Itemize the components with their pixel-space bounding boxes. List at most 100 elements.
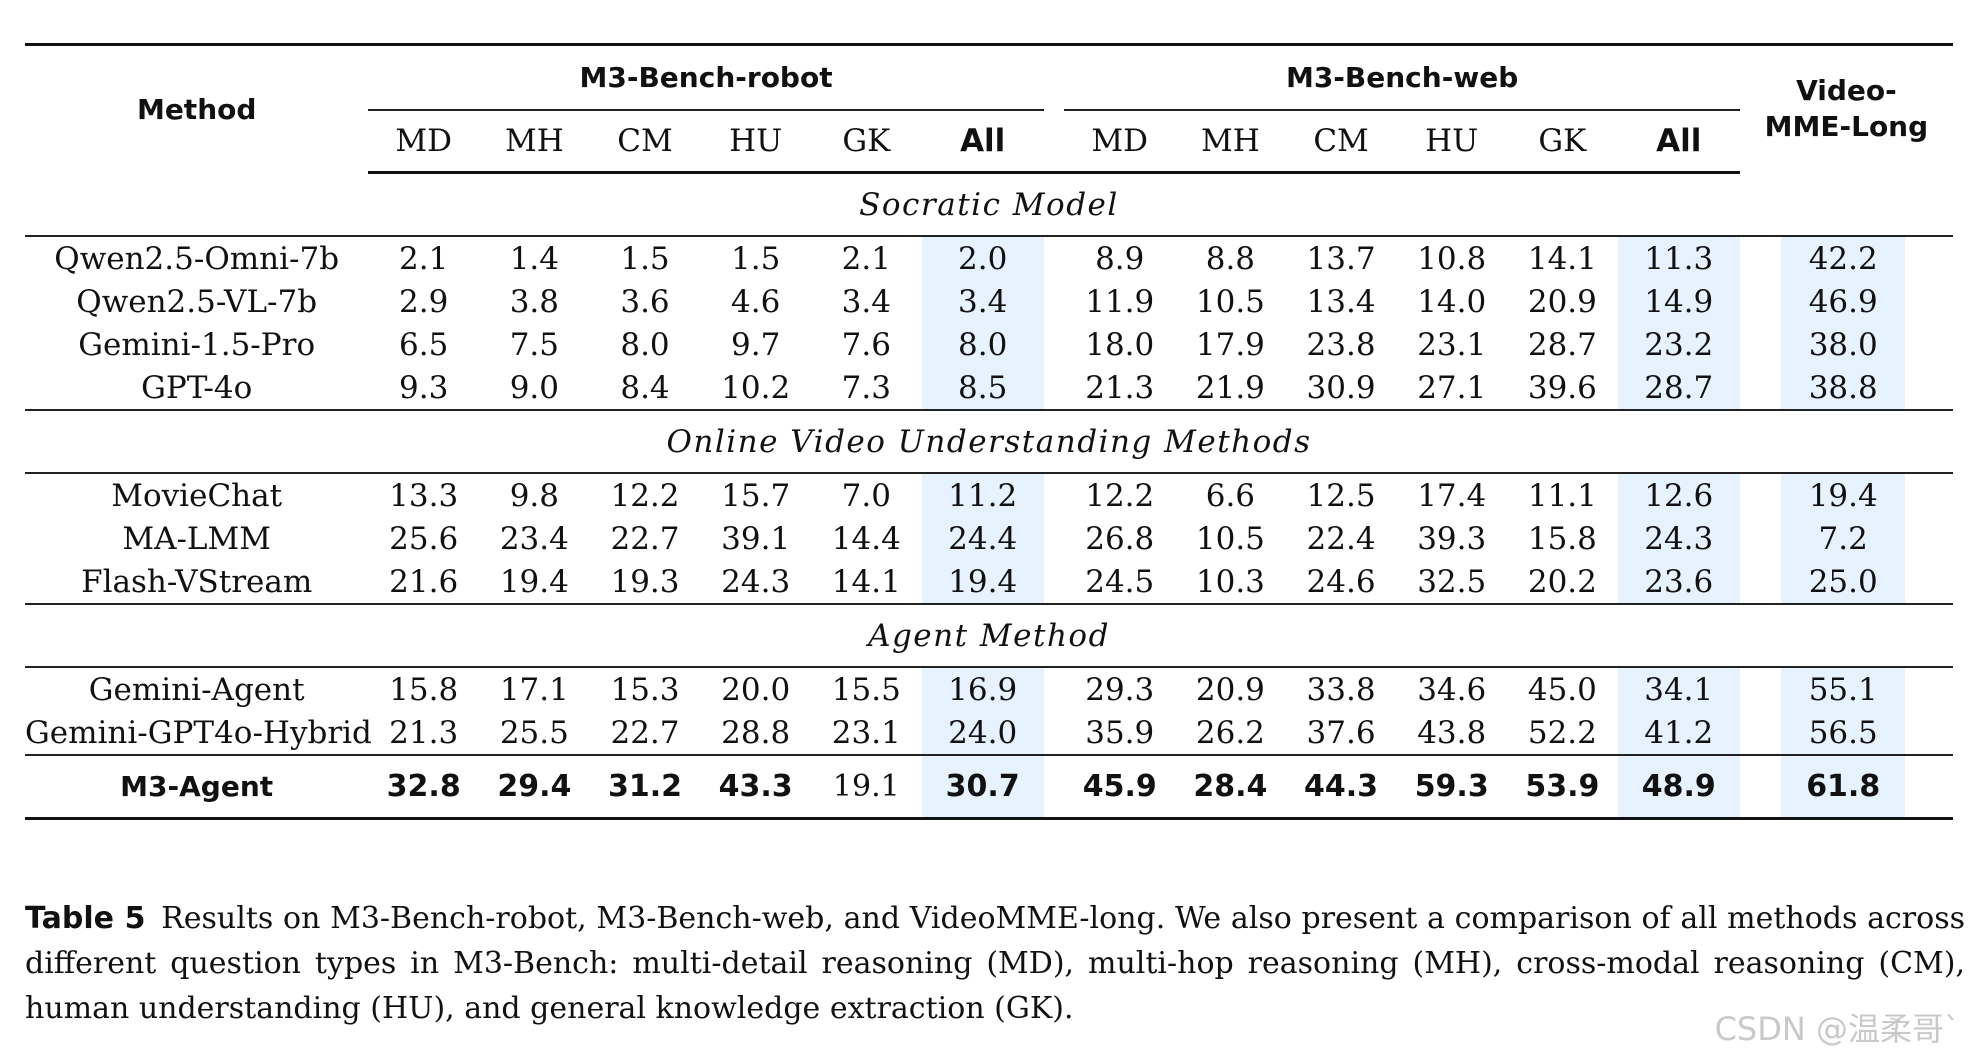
robot-cm-cell: 1.5 [620,240,670,277]
robot-all-cell: 3.4 [921,280,1044,323]
header-gap [1043,43,1065,110]
web-mh-cell: 21.9 [1195,369,1265,406]
web-gk-cell: 20.2 [1527,563,1597,600]
video-mme-long-cell: 19.4 [1781,473,1906,517]
web-hu-cell: 27.1 [1417,369,1487,406]
video-mme-long-cell: 38.0 [1781,323,1906,366]
robot-mh-cell: 3.8 [509,283,559,320]
gap-cell [1905,236,1953,280]
web-cm-cell: 12.5 [1306,477,1376,514]
gap-cell [1740,366,1781,410]
robot-all-cell: 11.2 [921,473,1044,517]
video-mme-long-header: Video- MME-Long [1739,43,1953,173]
web-cm-cell: 13.4 [1306,283,1376,320]
header-gap [1043,110,1065,174]
web-gk-cell: 45.0 [1527,671,1597,708]
web-mh-cell: 26.2 [1195,714,1265,751]
table-row-m3-agent: M3-Agent 32.8 29.4 31.2 43.3 19.1 30.7 45.9 28.4… [25,754,1953,820]
section-header-row: Online Video Understanding Methods [25,409,1953,474]
web-hu-cell: 10.8 [1417,240,1487,277]
method-name: Qwen2.5-Omni-7b [54,240,340,277]
robot-hu-cell: 24.3 [721,563,791,600]
robot-mh-cell: 25.5 [499,714,569,751]
web-md-cell: 12.2 [1085,477,1155,514]
gap-cell [1044,560,1065,604]
web-md-cell: 45.9 [1064,754,1176,820]
web-md-cell: 18.0 [1085,326,1155,363]
gap-cell [1740,323,1781,366]
robot-all-cell: 24.4 [921,517,1044,560]
web-cm-cell: 37.6 [1306,714,1376,751]
gap-cell [1044,473,1065,517]
results-table: Method M3-Bench-robot M3-Bench-web Video… [25,43,1953,820]
robot-gk-cell: 14.4 [831,520,901,557]
web-all-cell: 48.9 [1617,754,1740,820]
robot-gk-cell: 15.5 [831,671,901,708]
section-header-row: Agent Method [25,603,1953,668]
web-mh-cell: 17.9 [1195,326,1265,363]
robot-all-cell: 30.7 [921,754,1044,820]
subcol-web-cm: CM [1285,110,1397,174]
robot-md-cell: 2.9 [399,283,449,320]
robot-gk-cell: 2.1 [841,240,891,277]
video-mme-long-cell: 56.5 [1781,711,1906,755]
video-mme-long-cell: 55.1 [1781,667,1906,711]
robot-md-cell: 25.6 [389,520,459,557]
gap-cell [1043,754,1065,820]
robot-cm-cell: 22.7 [610,714,680,751]
robot-md-cell: 15.8 [389,671,459,708]
gap-cell [1905,711,1953,755]
web-gk-cell: 28.7 [1527,326,1597,363]
method-name: Gemini-GPT4o-Hybrid [25,714,372,751]
video-mme-long-cell: 38.8 [1781,366,1906,410]
web-mh-cell: 10.5 [1195,283,1265,320]
robot-all-cell: 16.9 [921,667,1044,711]
table-row: Qwen2.5-VL-7b 2.9 3.8 3.6 4.6 3.4 3.4 11.9 10.5 1… [25,280,1953,323]
robot-cm-cell: 15.3 [610,671,680,708]
robot-cm-cell: 31.2 [589,754,701,820]
robot-mh-cell: 9.0 [509,369,559,406]
gap-cell [1044,323,1065,366]
robot-gk-cell: 7.6 [841,326,891,363]
robot-gk-cell: 19.1 [810,754,922,820]
robot-hu-cell: 28.8 [721,714,791,751]
video-header-line2: MME-Long [1764,110,1929,144]
web-all-cell: 28.7 [1617,366,1740,410]
robot-cm-cell: 19.3 [610,563,680,600]
robot-gk-cell: 23.1 [831,714,901,751]
robot-md-cell: 13.3 [389,477,459,514]
web-cm-cell: 13.7 [1306,240,1376,277]
web-all-cell: 24.3 [1617,517,1740,560]
method-name: Gemini-Agent [88,671,305,708]
group-header-robot: M3-Bench-robot [368,43,1044,111]
subcol-robot-mh: MH [479,110,590,174]
subcol-web-hu: HU [1396,110,1508,174]
robot-md-cell: 2.1 [399,240,449,277]
robot-mh-cell: 9.8 [509,477,559,514]
robot-all-cell: 8.5 [921,366,1044,410]
web-mh-cell: 10.3 [1195,563,1265,600]
robot-hu-cell: 9.7 [731,326,781,363]
gap-cell [1740,517,1781,560]
gap-cell [1740,711,1781,755]
web-gk-cell: 53.9 [1507,754,1618,820]
robot-hu-cell: 15.7 [721,477,791,514]
gap-cell [1740,560,1781,604]
web-all-cell: 23.2 [1617,323,1740,366]
subcol-robot-all: All [921,110,1044,174]
gap-cell [1905,754,1953,820]
robot-cm-cell: 3.6 [620,283,670,320]
table-caption: Table 5 Results on M3-Bench-robot, M3-Be… [25,896,1965,1031]
web-mh-cell: 8.8 [1205,240,1256,277]
subcol-web-mh: MH [1175,110,1286,174]
web-cm-cell: 30.9 [1306,369,1376,406]
robot-cm-cell: 8.4 [620,369,670,406]
gap-cell [1905,323,1953,366]
web-all-cell: 34.1 [1617,667,1740,711]
method-name: GPT-4o [141,369,253,406]
web-hu-cell: 14.0 [1417,283,1487,320]
robot-hu-cell: 39.1 [721,520,791,557]
table-row: Gemini-GPT4o-Hybrid 21.3 25.5 22.7 28.8 23.1 2… [25,711,1953,755]
table-row: Qwen2.5-Omni-7b 2.1 1.4 1.5 1.5 2.1 2.0 8.9 8.8 1… [25,236,1953,280]
web-md-cell: 24.5 [1085,563,1155,600]
